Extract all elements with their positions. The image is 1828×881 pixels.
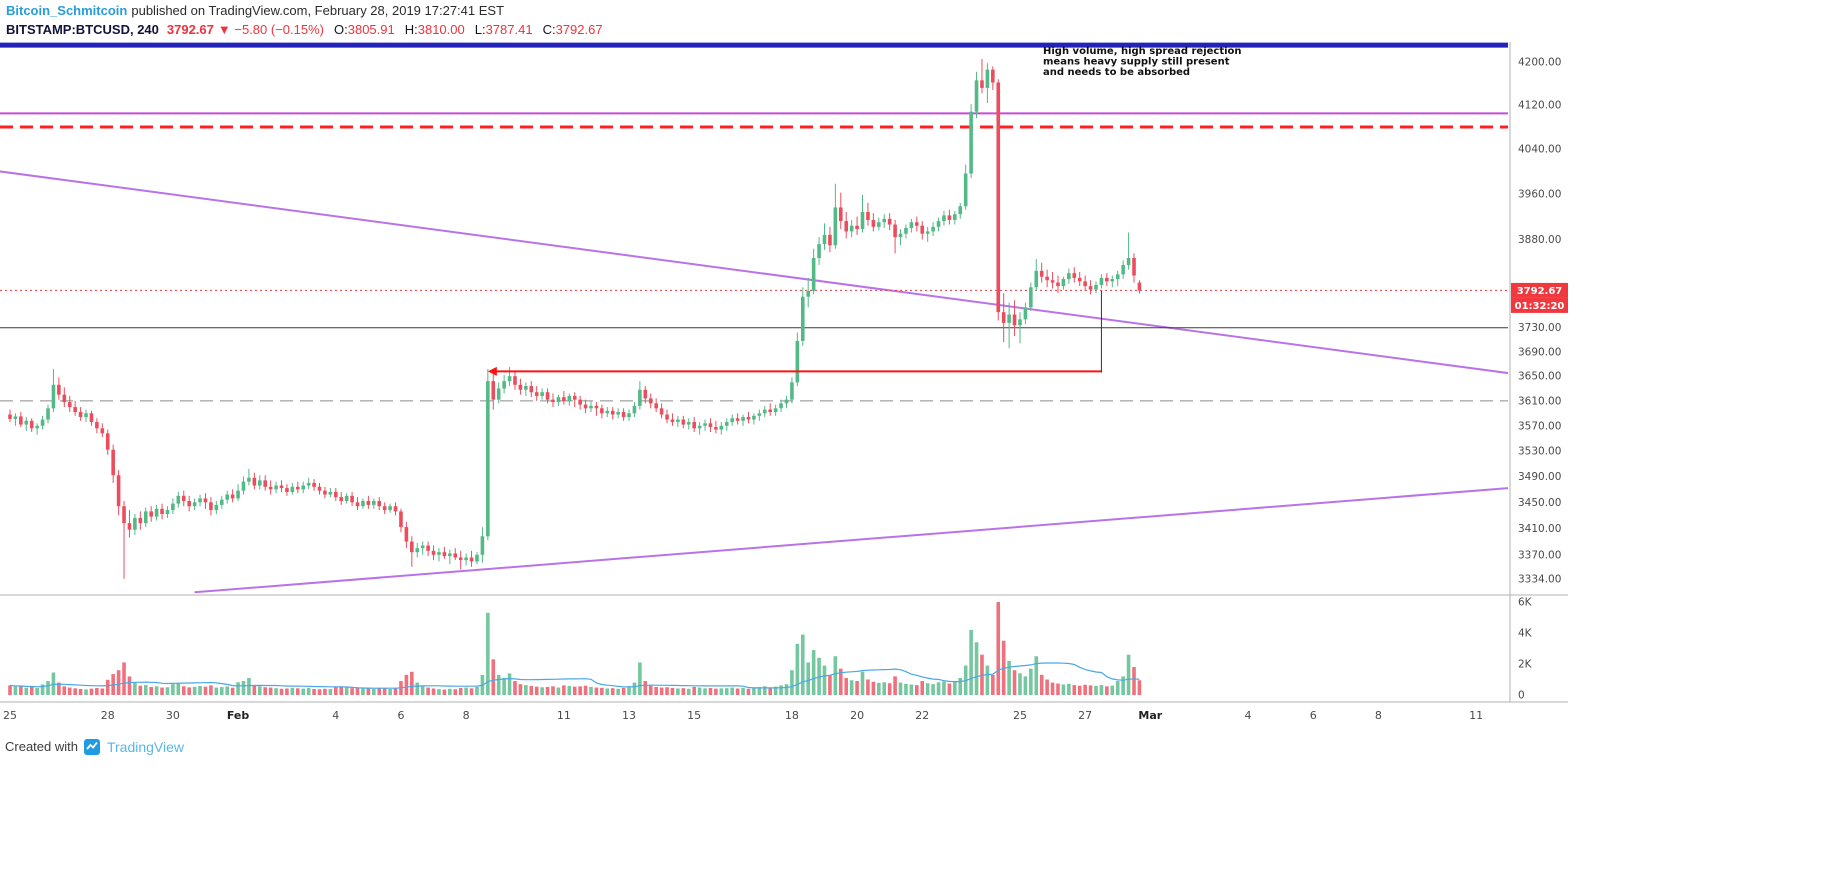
footer: Created with TradingView bbox=[5, 738, 184, 755]
svg-text:11: 11 bbox=[1469, 709, 1483, 722]
last-price-badge: 3792.67 01:32:20 bbox=[1511, 282, 1568, 313]
svg-text:22: 22 bbox=[915, 709, 929, 722]
candles-layer bbox=[8, 58, 1142, 579]
svg-text:27: 27 bbox=[1078, 709, 1092, 722]
svg-text:4: 4 bbox=[1245, 709, 1252, 722]
close-value: 3792.67 bbox=[555, 22, 603, 37]
open-label: O: bbox=[334, 22, 348, 37]
volume-layer bbox=[8, 602, 1142, 695]
last-price-text: 3792.67 bbox=[166, 22, 214, 37]
high-value: 3810.00 bbox=[417, 22, 465, 37]
svg-text:4K: 4K bbox=[1518, 628, 1533, 640]
tradingview-logo-icon bbox=[83, 739, 100, 755]
symbol-interval-label: BITSTAMP:BTCUSD, 240 bbox=[6, 22, 159, 37]
svg-text:20: 20 bbox=[850, 709, 864, 722]
svg-text:30: 30 bbox=[166, 709, 180, 722]
close-label: C: bbox=[542, 22, 556, 37]
svg-text:01:32:20: 01:32:20 bbox=[1515, 301, 1565, 312]
svg-text:and needs to be absorbed: and needs to be absorbed bbox=[1043, 67, 1190, 78]
price-axis: 4200.00 4120.00 4040.00 3960.00 3880.00 3730.… bbox=[1518, 57, 1561, 702]
svg-text:Mar: Mar bbox=[1138, 709, 1162, 722]
svg-text:3450.00: 3450.00 bbox=[1518, 497, 1561, 509]
svg-text:28: 28 bbox=[101, 709, 115, 722]
drawings-layer bbox=[487, 290, 1102, 376]
svg-text:3530.00: 3530.00 bbox=[1518, 446, 1561, 458]
publish-info: published on TradingView.com, February 2… bbox=[131, 3, 505, 18]
svg-text:3410.00: 3410.00 bbox=[1518, 523, 1561, 535]
note-annotation: High volume, high spread rejectionmeans … bbox=[1043, 46, 1242, 78]
svg-text:6K: 6K bbox=[1518, 597, 1533, 609]
publish-header: Bitcoin_Schmitcoin published on TradingVi… bbox=[6, 3, 504, 18]
svg-text:4120.00: 4120.00 bbox=[1518, 100, 1561, 112]
svg-text:2K: 2K bbox=[1518, 659, 1533, 671]
svg-text:3334.00: 3334.00 bbox=[1518, 573, 1561, 585]
svg-text:11: 11 bbox=[557, 709, 571, 722]
svg-text:High volume, high spread rejec: High volume, high spread rejection bbox=[1043, 46, 1242, 57]
svg-text:4: 4 bbox=[332, 709, 339, 722]
svg-text:18: 18 bbox=[785, 709, 799, 722]
svg-text:means heavy supply still prese: means heavy supply still present bbox=[1043, 57, 1230, 68]
price-change-text: ▼ −5.80 (−0.15%) bbox=[217, 22, 324, 37]
svg-text:3690.00: 3690.00 bbox=[1518, 346, 1561, 358]
svg-text:3650.00: 3650.00 bbox=[1518, 371, 1561, 383]
svg-text:Feb: Feb bbox=[227, 709, 250, 722]
svg-text:25: 25 bbox=[3, 709, 17, 722]
svg-text:0: 0 bbox=[1518, 690, 1525, 702]
svg-text:4040.00: 4040.00 bbox=[1518, 144, 1561, 156]
low-value: 3787.41 bbox=[485, 22, 533, 37]
created-with-label: Created with bbox=[5, 739, 78, 754]
svg-text:3610.00: 3610.00 bbox=[1518, 395, 1561, 407]
svg-text:13: 13 bbox=[622, 709, 636, 722]
svg-text:3570.00: 3570.00 bbox=[1518, 420, 1561, 432]
svg-text:3490.00: 3490.00 bbox=[1518, 471, 1561, 483]
svg-text:3730.00: 3730.00 bbox=[1518, 322, 1561, 334]
annotation-lines-layer bbox=[0, 42, 1508, 594]
low-label: L: bbox=[474, 22, 486, 37]
svg-text:8: 8 bbox=[463, 709, 470, 722]
candlestick-chart: High volume, high spread rejectionmeans … bbox=[0, 42, 1568, 722]
svg-text:25: 25 bbox=[1013, 709, 1027, 722]
high-label: H: bbox=[404, 22, 418, 37]
svg-text:3792.67: 3792.67 bbox=[1517, 286, 1563, 297]
svg-text:6: 6 bbox=[1310, 709, 1317, 722]
svg-text:3880.00: 3880.00 bbox=[1518, 234, 1561, 246]
author-link[interactable]: Bitcoin_Schmitcoin bbox=[6, 3, 128, 18]
svg-text:4200.00: 4200.00 bbox=[1518, 57, 1561, 69]
svg-text:3960.00: 3960.00 bbox=[1518, 188, 1561, 200]
open-value: 3805.91 bbox=[347, 22, 395, 37]
axes-frame bbox=[0, 42, 1568, 703]
svg-text:15: 15 bbox=[687, 709, 701, 722]
svg-text:8: 8 bbox=[1375, 709, 1382, 722]
time-axis: 25 28 30 Feb 4 6 8 11 13 15 18 20 22 25 27 Mar 4 6 8 11 bbox=[3, 709, 1483, 722]
svg-text:3370.00: 3370.00 bbox=[1518, 549, 1561, 561]
symbol-header: BITSTAMP:BTCUSD, 240 3792.67 ▼ −5.80 (−0.1… bbox=[6, 22, 603, 37]
svg-text:6: 6 bbox=[397, 709, 404, 722]
tradingview-link[interactable]: TradingView bbox=[106, 738, 185, 755]
